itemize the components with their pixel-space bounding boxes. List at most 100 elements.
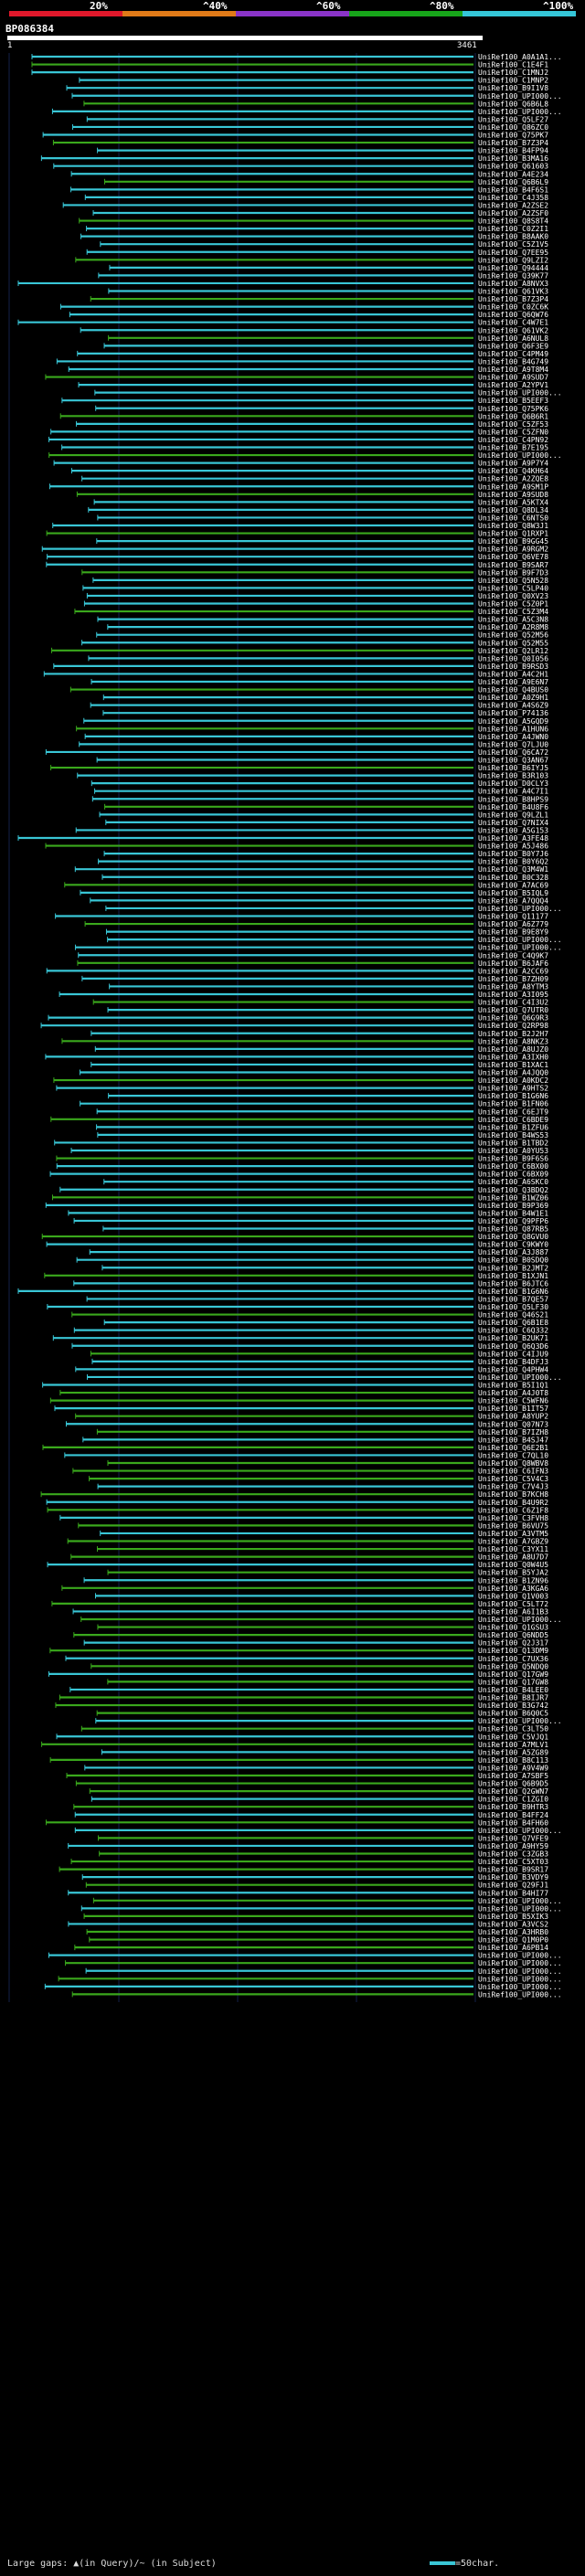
hit-label: UniRef100_A5G153 bbox=[478, 826, 548, 834]
hit-row: UniRef100_C7QL10 bbox=[64, 1451, 548, 1459]
hit-row: UniRef100_A3KGA6 bbox=[61, 1585, 548, 1593]
hit-label: UniRef100_Q6B6R1 bbox=[478, 412, 548, 420]
hit-label: UniRef100_B6VU75 bbox=[478, 1521, 548, 1530]
hit-row: UniRef100_UPI000... bbox=[105, 905, 562, 913]
hit-row: UniRef100_A6PB14 bbox=[74, 1944, 548, 1952]
hit-label: UniRef100_C1MNP2 bbox=[478, 77, 548, 85]
hit-row: UniRef100_Q3AN67 bbox=[96, 757, 548, 765]
hit-row: UniRef100_Q52M56 bbox=[96, 631, 548, 640]
hit-label: UniRef100_B4DFJ3 bbox=[478, 1358, 548, 1366]
hit-row: UniRef100_UPI000... bbox=[85, 1967, 562, 1976]
hit-label: UniRef100_A7AC69 bbox=[478, 881, 548, 889]
hit-label: UniRef100_B9E8Y9 bbox=[478, 928, 548, 937]
hit-row: UniRef100_B1G6N6 bbox=[17, 1288, 548, 1296]
hit-row: UniRef100_A2ZSF0 bbox=[92, 209, 548, 217]
hit-row: UniRef100_A4E234 bbox=[70, 170, 548, 178]
hit-label: UniRef100_Q6B6L8 bbox=[478, 100, 548, 108]
hit-label: UniRef100_A2CC69 bbox=[478, 967, 548, 975]
hit-label: UniRef100_A0YU53 bbox=[478, 1147, 548, 1155]
hit-row: UniRef100_C6Z1F8 bbox=[47, 1506, 548, 1514]
hit-label: UniRef100_A9SM1P bbox=[478, 482, 548, 491]
hit-label: UniRef100_A4E234 bbox=[478, 170, 548, 178]
hit-label: UniRef100_UPI000... bbox=[478, 451, 562, 460]
hit-row: UniRef100_B8HPS9 bbox=[91, 795, 548, 803]
hit-label: UniRef100_UPI000... bbox=[478, 1616, 562, 1624]
hit-row: UniRef100_B4U8F6 bbox=[104, 803, 548, 811]
hit-row: UniRef100_Q4PHW4 bbox=[75, 1365, 548, 1373]
hit-label: UniRef100_A3KGA6 bbox=[478, 1585, 548, 1593]
hit-row: UniRef100_B6JTC6 bbox=[73, 1279, 548, 1288]
hit-label: UniRef100_C4W7E1 bbox=[478, 319, 548, 327]
hit-label: UniRef100_Q0XV23 bbox=[478, 592, 548, 600]
hit-label: UniRef100_C5ZF53 bbox=[478, 420, 548, 429]
hit-label: UniRef100_UPI000... bbox=[478, 1975, 562, 1983]
hit-row: UniRef100_A9SUD7 bbox=[45, 374, 548, 382]
hit-row: UniRef100_B3MA16 bbox=[40, 154, 548, 163]
hit-label: UniRef100_B5IQL9 bbox=[478, 889, 548, 897]
hit-label: UniRef100_C1ZGI0 bbox=[478, 1796, 548, 1804]
hit-label: UniRef100_A8UJZ0 bbox=[478, 1045, 548, 1054]
hit-label: UniRef100_A9T8M4 bbox=[478, 366, 548, 374]
hit-label: UniRef100_C5Z1V5 bbox=[478, 240, 548, 249]
hit-row: UniRef100_A8UJZ0 bbox=[94, 1045, 548, 1054]
hit-row: UniRef100_UPI000... bbox=[92, 1897, 562, 1905]
hit-label: UniRef100_Q8S8T4 bbox=[478, 217, 548, 226]
hit-row: UniRef100_Q6B6R1 bbox=[59, 412, 548, 420]
hit-label: UniRef100_P74136 bbox=[478, 709, 548, 717]
hit-label: UniRef100_A8U7D7 bbox=[478, 1553, 548, 1562]
scale-legend-label: =50char. bbox=[455, 2559, 500, 2569]
hit-row: UniRef100_UPI000... bbox=[51, 108, 562, 116]
hit-label: UniRef100_B3VDY9 bbox=[478, 1873, 548, 1882]
hit-row: UniRef100_A4C2H1 bbox=[43, 670, 548, 678]
hit-label: UniRef100_Q0W4U5 bbox=[478, 1561, 548, 1569]
hit-label: UniRef100_UPI000... bbox=[478, 92, 562, 101]
hit-row: UniRef100_B5XIK3 bbox=[83, 1913, 548, 1921]
hit-label: UniRef100_C1MNJ2 bbox=[478, 69, 548, 77]
hit-label: UniRef100_A5KTX4 bbox=[478, 498, 548, 506]
hit-label: UniRef100_Q2GWN7 bbox=[478, 1787, 548, 1796]
hit-row: UniRef100_B9P369 bbox=[45, 1202, 548, 1210]
hit-row: UniRef100_B0C328 bbox=[101, 874, 548, 882]
hit-row: UniRef100_Q61VK3 bbox=[108, 288, 548, 296]
hit-row: UniRef100_Q4KH64 bbox=[70, 467, 548, 475]
hit-row: UniRef100_C1MNP2 bbox=[79, 77, 548, 85]
hit-label: UniRef100_A9SUD8 bbox=[478, 491, 548, 499]
hit-label: UniRef100_A2ZQE8 bbox=[478, 475, 548, 483]
hit-row: UniRef100_A6I1B3 bbox=[72, 1607, 548, 1616]
hit-label: UniRef100_B4FH60 bbox=[478, 1818, 548, 1827]
hit-row: UniRef100_B9SR17 bbox=[58, 1866, 548, 1874]
hit-label: UniRef100_Q4PHW4 bbox=[478, 1365, 548, 1373]
hit-row: UniRef100_A9V4W9 bbox=[84, 1764, 548, 1772]
hit-row: UniRef100_UPI000... bbox=[44, 1983, 562, 1991]
hit-label: UniRef100_UPI000... bbox=[478, 1897, 562, 1905]
hit-label: UniRef100_B2J2H7 bbox=[478, 1030, 548, 1038]
hit-label: UniRef100_C6IFN3 bbox=[478, 1468, 548, 1476]
hit-label: UniRef100_A1HUN6 bbox=[478, 725, 548, 733]
hit-label: UniRef100_B9P369 bbox=[478, 1202, 548, 1210]
scale-label: ^40% bbox=[203, 0, 228, 12]
hit-label: UniRef100_C6Q332 bbox=[478, 1327, 548, 1335]
hit-row: UniRef100_Q0I056 bbox=[88, 654, 548, 663]
hit-label: UniRef100_A8NKZ3 bbox=[478, 1037, 548, 1045]
hit-row: UniRef100_B4U9R2 bbox=[46, 1499, 548, 1507]
hit-row: UniRef100_Q7LJU0 bbox=[79, 740, 548, 748]
hit-row: UniRef100_Q2GWN7 bbox=[89, 1787, 548, 1796]
hit-label: UniRef100_UPI000... bbox=[478, 1904, 562, 1913]
hit-label: UniRef100_A0A1A1... bbox=[478, 53, 562, 61]
hit-row: UniRef100_A3J887 bbox=[89, 1248, 548, 1256]
hit-row: UniRef100_Q61VK2 bbox=[80, 326, 548, 334]
scale-label: ^80% bbox=[430, 0, 454, 12]
hit-row: UniRef100_C6BDE9 bbox=[50, 1116, 548, 1124]
hit-row: UniRef100_Q6B6L8 bbox=[83, 100, 548, 108]
hit-row: UniRef100_C6NTS0 bbox=[97, 514, 548, 522]
hit-row: UniRef100_B5IQL9 bbox=[80, 889, 548, 897]
hit-row: UniRef100_Q5LF27 bbox=[86, 115, 548, 123]
hit-label: UniRef100_Q0I056 bbox=[478, 654, 548, 663]
hit-row: UniRef100_B7IZH8 bbox=[96, 1428, 548, 1436]
hit-label: UniRef100_Q5LF30 bbox=[478, 1303, 548, 1311]
hit-row: UniRef100_B1XAC1 bbox=[90, 1061, 548, 1069]
hit-row: UniRef100_A3VCS2 bbox=[68, 1920, 548, 1928]
hit-label: UniRef100_B1G6N6 bbox=[478, 1092, 548, 1100]
hit-row: UniRef100_A9P7Y4 bbox=[53, 460, 548, 468]
